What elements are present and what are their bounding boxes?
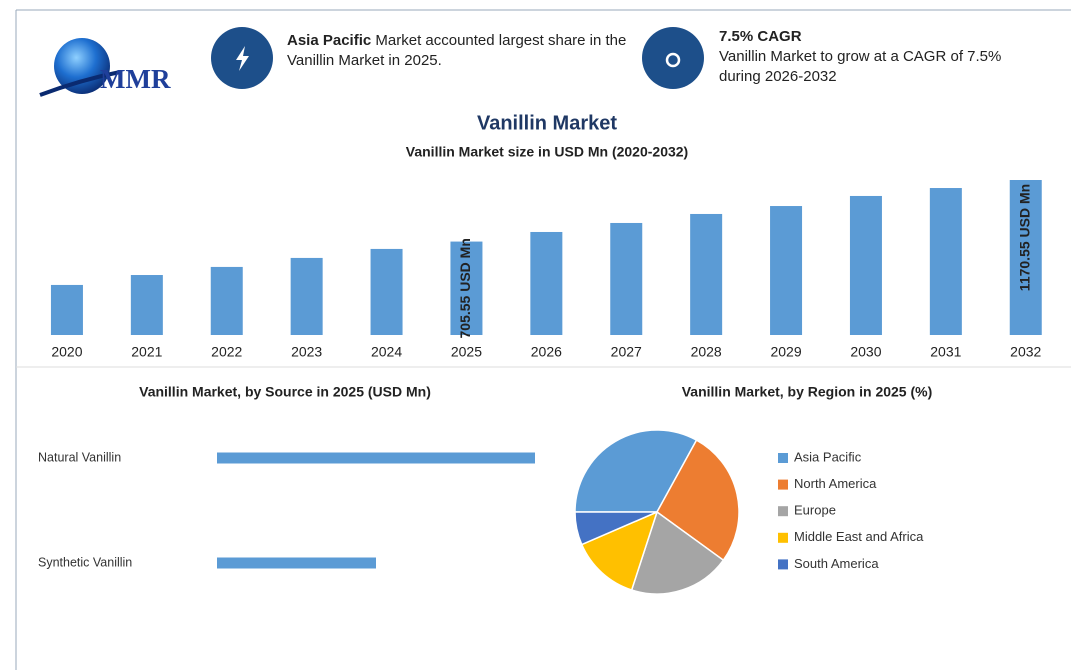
legend-swatch — [778, 532, 788, 543]
x-tick-label: 2031 — [930, 344, 961, 360]
x-tick-label: 2022 — [211, 344, 242, 360]
bar — [210, 266, 243, 335]
source-title: Vanillin Market, by Source in 2025 (USD … — [139, 384, 431, 400]
bar — [530, 231, 563, 335]
bar — [50, 284, 83, 335]
logo-swoosh — [39, 70, 121, 97]
bolt-glyph — [236, 46, 249, 71]
category-label: Natural Vanillin — [38, 450, 121, 464]
legend-label: Middle East and Africa — [794, 529, 924, 544]
highlight-text: Market accounted largest share in the Va… — [287, 32, 627, 69]
icon-growth — [642, 27, 704, 89]
legend-swatch — [778, 506, 788, 517]
bar — [1009, 180, 1042, 335]
x-tick-label: 2021 — [131, 344, 162, 360]
bar — [370, 248, 403, 335]
x-tick-label: 2024 — [371, 344, 402, 360]
bar — [770, 206, 803, 335]
highlight-bold: Asia Pacific — [287, 32, 372, 49]
legend-label: Asia Pacific — [794, 449, 862, 464]
x-tick-label: 2025 — [451, 344, 482, 360]
pie-slice — [574, 429, 698, 513]
x-tick-label: 2032 — [1010, 344, 1041, 360]
legend-label: Europe — [794, 503, 836, 518]
highlight-cagr: 7.5% CAGR Vanillin Market to grow at a CA… — [719, 27, 1039, 87]
value-label: 705.55 USD Mn — [457, 238, 473, 338]
bar — [130, 275, 163, 335]
legend-label: South America — [794, 556, 879, 571]
pie-slice — [630, 510, 725, 595]
bar — [690, 213, 723, 335]
bar — [217, 452, 535, 464]
x-tick-label: 2029 — [770, 344, 801, 360]
bar — [450, 241, 483, 335]
bar — [290, 257, 323, 335]
x-tick-label: 2027 — [611, 344, 642, 360]
x-tick-label: 2028 — [691, 344, 722, 360]
region-title: Vanillin Market, by Region in 2025 (%) — [682, 384, 933, 400]
bar — [929, 188, 962, 335]
highlight-region: Asia Pacific Market accounted largest sh… — [287, 31, 632, 71]
highlight-text: Vanillin Market to grow at a CAGR of 7.5… — [719, 48, 1002, 85]
category-label: Synthetic Vanillin — [38, 555, 132, 569]
highlight-title: 7.5% CAGR — [719, 28, 802, 45]
chart-title: Vanillin Market — [477, 112, 617, 134]
pie-slice — [580, 510, 659, 591]
x-tick-label: 2023 — [291, 344, 322, 360]
x-tick-label: 2030 — [850, 344, 881, 360]
bar — [849, 195, 882, 335]
legend-label: North America — [794, 476, 877, 491]
pie-slice — [656, 439, 740, 562]
chart-subtitle: Vanillin Market size in USD Mn (2020-203… — [406, 144, 688, 160]
value-label: 1170.55 USD Mn — [1016, 184, 1032, 291]
x-tick-label: 2026 — [531, 344, 562, 360]
x-tick-label: 2020 — [51, 344, 82, 360]
logo-text: MMR — [100, 64, 171, 94]
logo-globe — [54, 38, 110, 94]
bar — [217, 557, 376, 569]
legend-swatch — [778, 559, 788, 570]
legend-swatch — [778, 453, 788, 463]
bar — [610, 222, 643, 335]
legend-swatch — [778, 479, 788, 490]
pie-slice — [574, 511, 658, 546]
growth-glyph — [665, 52, 681, 68]
